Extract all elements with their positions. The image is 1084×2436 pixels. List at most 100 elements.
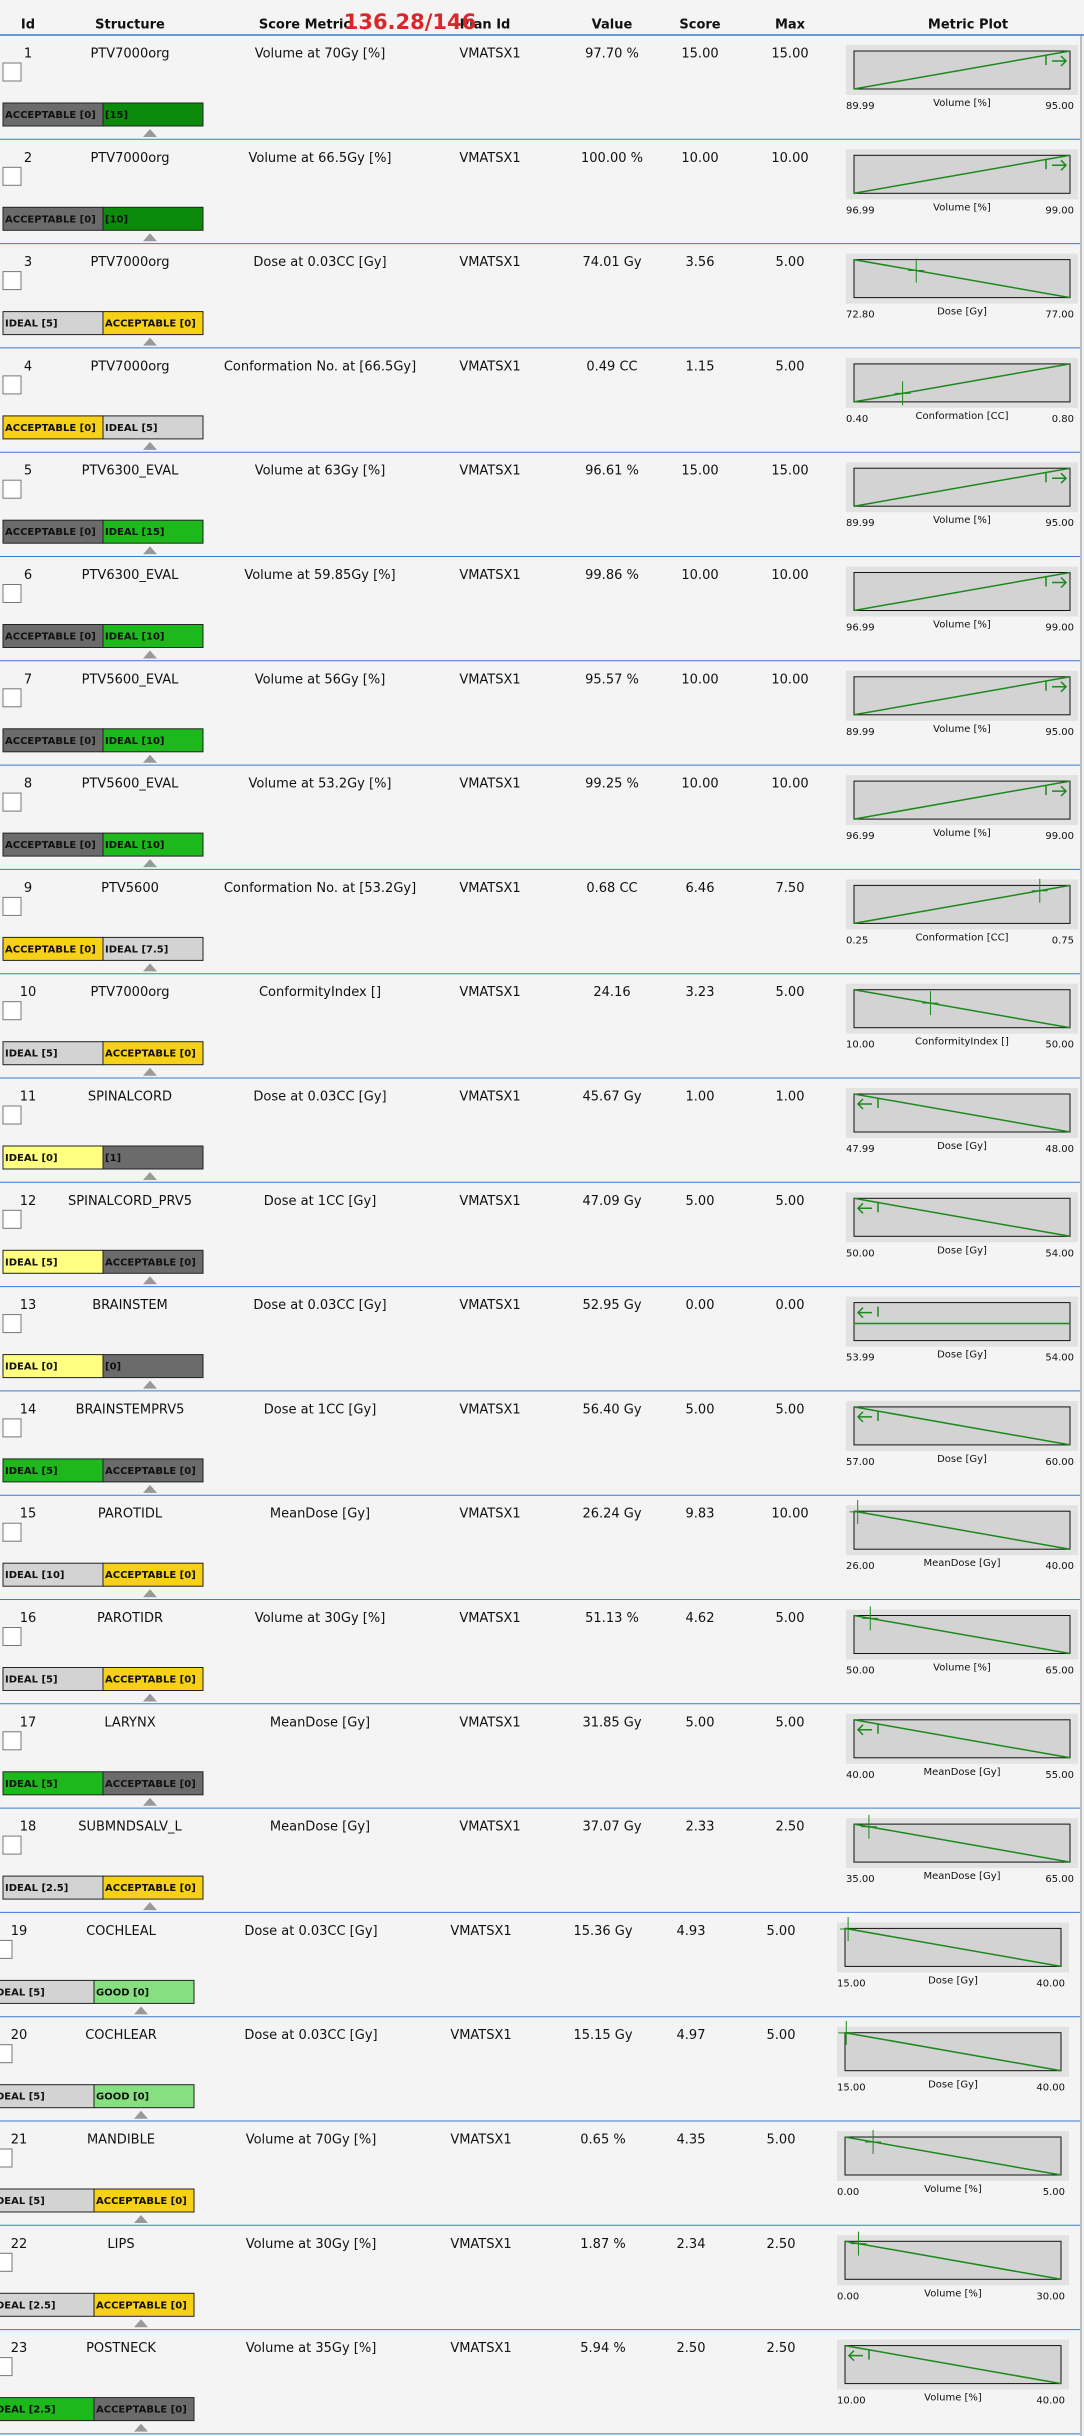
max: 10.00 [771, 1507, 808, 1522]
plot-max: 54.00 [1045, 1248, 1074, 1259]
checkbox[interactable] [2, 792, 22, 812]
plan-id: VMATSX1 [459, 1715, 520, 1730]
score-metric: Volume at 63Gy [%] [255, 464, 386, 479]
checkbox[interactable] [2, 1314, 22, 1334]
value: 95.57 % [585, 672, 639, 687]
score-metric: MeanDose [Gy] [270, 1715, 370, 1730]
structure: PTV6300_EVAL [82, 568, 179, 583]
score-segment [102, 311, 204, 336]
checkbox[interactable] [0, 2357, 13, 2377]
row-id: 6 [24, 568, 32, 583]
checkbox[interactable] [2, 896, 22, 916]
marker-arrow [1045, 55, 1068, 67]
plot-axis-label: Dose [Gy] [937, 1141, 987, 1152]
value: 31.85 Gy [582, 1715, 641, 1730]
checkbox[interactable] [2, 584, 22, 603]
value: 15.36 Gy [573, 1924, 632, 1939]
plot-max: 40.00 [1036, 2083, 1065, 2094]
plot-min: 50.00 [846, 1248, 875, 1259]
plot-min: 89.99 [846, 101, 875, 112]
checkbox[interactable] [0, 1939, 13, 1959]
total-score: 136.28/146 [344, 10, 477, 34]
value: 97.70 % [585, 47, 639, 62]
column-header: Score Metric [259, 18, 351, 33]
segment-label: ACCEPTABLE [0] [105, 1049, 196, 1060]
checkbox[interactable] [2, 1209, 22, 1229]
checkbox[interactable] [0, 2044, 13, 2064]
max: 10.00 [771, 568, 808, 583]
max: 5.00 [767, 1924, 796, 1939]
plot-axis-label: MeanDose [Gy] [923, 1767, 1000, 1778]
checkbox[interactable] [0, 2252, 13, 2272]
plot-min: 72.80 [846, 310, 875, 321]
score-metric: Volume at 35Gy [%] [246, 2341, 377, 2356]
plot-line [853, 467, 1071, 507]
checkbox[interactable] [0, 2148, 13, 2168]
checkbox[interactable] [2, 1731, 22, 1751]
score-segment [102, 1249, 204, 1274]
plan-id: VMATSX1 [450, 2341, 511, 2356]
plot-axis-label: Volume [%] [933, 98, 991, 109]
plot-min: 0.00 [837, 2291, 859, 2302]
plot-line [853, 988, 1071, 1029]
plan-id: VMATSX1 [459, 255, 520, 270]
max: 5.00 [776, 1402, 805, 1417]
score: 2.33 [686, 1820, 715, 1835]
plot-max: 5.00 [1043, 2187, 1065, 2198]
value: 37.07 Gy [582, 1820, 641, 1835]
marker-arrow [856, 1202, 879, 1214]
segment-label: IDEAL [10] [105, 736, 165, 747]
marker-arrow [1045, 785, 1068, 797]
checkbox[interactable] [2, 1105, 22, 1125]
segment-label: ACCEPTABLE [0] [105, 1257, 196, 1268]
score-pointer [143, 1589, 157, 1598]
marker-tick [862, 1606, 879, 1631]
max: 10.00 [771, 151, 808, 166]
checkbox[interactable] [2, 271, 22, 291]
plot-min: 26.00 [846, 1561, 875, 1572]
checkbox[interactable] [2, 62, 22, 82]
checkbox[interactable] [2, 1418, 22, 1438]
score: 10.00 [681, 151, 718, 166]
checkbox[interactable] [2, 375, 22, 395]
value: 24.16 [593, 985, 630, 1000]
score-pointer [143, 1380, 157, 1389]
checkbox[interactable] [2, 1627, 22, 1646]
max: 5.00 [776, 1194, 805, 1209]
plot-max: 77.00 [1045, 310, 1074, 321]
segment-label: ACCEPTABLE [0] [5, 110, 96, 121]
score-metric: Volume at 30Gy [%] [246, 2237, 377, 2252]
checkbox[interactable] [2, 1522, 22, 1542]
score-pointer [143, 441, 157, 450]
plot-max: 55.00 [1045, 1770, 1074, 1781]
score-pointer [134, 2006, 148, 2015]
plot-axis-label: Conformation [CC] [916, 932, 1009, 943]
plan-id: VMATSX1 [459, 1820, 520, 1835]
plot-line [853, 154, 1071, 195]
score-metric: Conformation No. at [66.5Gy] [224, 359, 416, 374]
marker-tick [1031, 878, 1048, 903]
plan-id: VMATSX1 [459, 1090, 520, 1105]
score-metric: Volume at 53.2Gy [%] [248, 777, 391, 792]
checkbox[interactable] [2, 166, 22, 186]
plot-line [853, 780, 1071, 820]
score-pointer [143, 1172, 157, 1180]
plot-min: 53.99 [846, 1353, 875, 1364]
plan-id: VMATSX1 [459, 359, 520, 374]
checkbox[interactable] [2, 1001, 22, 1021]
plan-id: VMATSX1 [450, 2028, 511, 2043]
segment-label: GOOD [0] [96, 1987, 149, 1998]
plot-min: 40.00 [846, 1770, 875, 1781]
segment-label: ACCEPTABLE [0] [105, 1570, 196, 1581]
checkbox[interactable] [2, 479, 22, 499]
plot-line [853, 50, 1071, 90]
checkbox[interactable] [2, 1835, 22, 1855]
max: 5.00 [776, 1611, 805, 1626]
score-segment [102, 728, 204, 753]
value: 15.15 Gy [573, 2028, 632, 2043]
row-id: 22 [11, 2237, 28, 2252]
score-metric: Dose at 0.03CC [Gy] [244, 2028, 377, 2043]
value: 0.65 % [580, 2133, 625, 2148]
score-pointer [143, 1902, 157, 1911]
checkbox[interactable] [2, 688, 22, 708]
